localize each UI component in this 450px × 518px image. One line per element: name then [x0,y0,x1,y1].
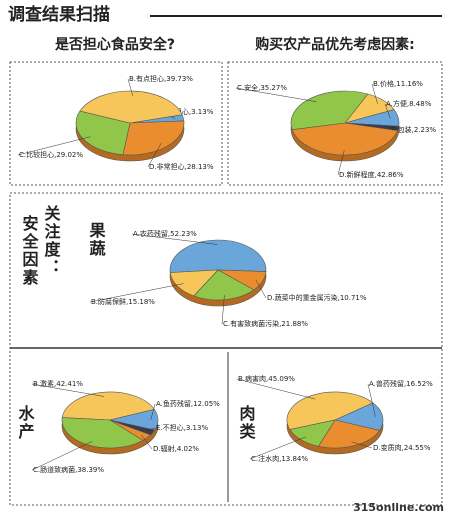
pie-slice [289,419,336,447]
page-title: 调查结果扫描 [8,4,110,25]
leader-line [235,87,317,102]
slice-label: D.辐射,4.02% [153,444,199,453]
panel [227,61,443,186]
pie-slice [291,122,398,156]
slice-label: C.比较担心,29.02% [19,150,83,159]
leader-line [17,136,91,156]
leader-line [127,78,134,96]
slice-label: D.蔬菜中的重金属污染,10.71% [267,293,367,302]
slice-label: A.农药残留,52.23% [133,229,197,238]
slice-label: D.新鲜程度,42.86% [339,170,404,179]
leader-line [147,142,162,168]
leader-line [31,383,104,397]
slice-label: B.激素,42.41% [33,379,83,388]
slice-label: B.防腐保鲜,15.18% [91,297,155,306]
section-heading: 安全因素 [20,214,40,287]
leader-line [141,435,153,450]
leader-line [89,283,184,303]
pie-slice [122,120,185,156]
pie-slice [334,402,384,431]
leader-line [337,150,345,176]
leader-line [221,295,225,325]
chart-title: 水产 [16,404,35,441]
slice-label: A.兽药残留,16.52% [369,379,433,388]
leader-line [131,233,218,245]
leader-line [367,383,376,417]
watermark: 315online.com [353,501,444,514]
panel [9,192,443,506]
leader-line [236,378,316,400]
slice-label: C.安全,35.27% [237,83,287,92]
chart-title: 是否担心食品安全? [55,36,175,53]
slice-label: C.注水肉,13.84% [251,454,308,463]
pie-slice [169,239,267,273]
slice-label: C.有害致病菌污染,21.88% [223,319,308,328]
section-heading: 关注度： [42,204,61,277]
pie-slice [75,110,131,156]
pie-slice [79,90,183,124]
pie-slice [61,391,155,421]
leader-line [384,103,391,119]
pie-slice [61,417,144,449]
slice-label: E.不担心,3.13% [156,423,208,432]
pie-slice [286,391,374,430]
leader-line [31,441,93,471]
slice-label: B.病害肉,45.09% [238,374,295,383]
leader-line [249,436,307,460]
slice-label: D.非常担心,28.13% [149,162,214,171]
slice-label: A.方便,8.48% [386,99,432,108]
leader-line [146,427,156,431]
leader-line [150,403,156,420]
panel [9,61,223,186]
chart-title: 果蔬 [87,222,107,258]
leader-line [371,83,378,104]
slice-label: B.有点担心,39.73% [129,74,193,83]
leader-line [351,441,373,449]
slice-label: B.价格,11.16% [373,79,423,88]
pie-slice [169,269,219,297]
pie-slice [317,419,381,449]
pie-slice [193,269,255,301]
slice-label: A.鱼药残留,12.05% [156,399,220,408]
slice-label: E.包装,2.23% [391,125,436,134]
slice-label: A.不担心,3.13% [161,107,214,116]
chart-title: 肉类 [237,404,256,441]
leader-line [255,279,267,299]
slice-label: D.变质肉,24.55% [373,443,431,452]
chart-title: 购买农产品优先考虑因素: [255,36,415,53]
slice-label: C.肠道致病菌,38.39% [33,465,104,474]
